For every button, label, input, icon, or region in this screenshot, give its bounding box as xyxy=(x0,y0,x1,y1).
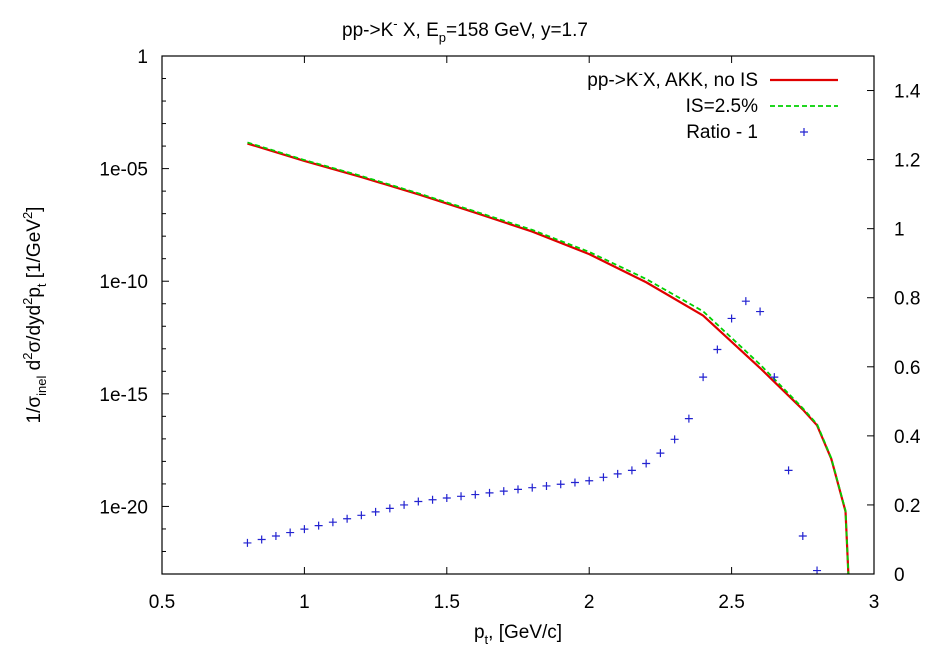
ratio-point xyxy=(457,492,466,501)
y-left-tick-label: 1e-10 xyxy=(99,272,148,293)
ratio-point xyxy=(499,487,508,496)
ratio-point xyxy=(585,476,594,485)
y-axis-label: 1/σinel d2σ/dyd2pt [1/GeV2] xyxy=(20,207,49,424)
legend-marker xyxy=(800,128,808,136)
y-left-tick-label: 1e-05 xyxy=(99,160,148,181)
ratio-point xyxy=(713,345,722,354)
ratio-point xyxy=(699,373,708,382)
ratio-point xyxy=(271,532,280,541)
chart-title: pp->K- X, Ep=158 GeV, y=1.7 xyxy=(342,16,588,45)
legend: pp->K-X, AKK, no IS IS=2.5% Ratio - 1 xyxy=(587,66,838,143)
ratio-point xyxy=(286,528,295,537)
ratio-point xyxy=(627,466,636,475)
ratio-point xyxy=(784,466,793,475)
ratio-point xyxy=(257,535,266,544)
ratio-point xyxy=(357,511,366,520)
ratio-point xyxy=(770,373,779,382)
legend-label: IS=2.5% xyxy=(686,96,758,117)
x-tick-label: 1.5 xyxy=(434,592,460,613)
y-right-tick-label: 0.2 xyxy=(894,496,920,517)
legend-label: pp->K-X, AKK, no IS xyxy=(587,66,758,91)
ratio-point xyxy=(485,488,494,497)
ratio-point xyxy=(670,435,679,444)
y-right-tick-label: 1 xyxy=(894,220,905,241)
x-axis-label: pt, [GeV/c] xyxy=(474,622,562,647)
is-curve xyxy=(247,141,850,575)
ratio-point xyxy=(243,538,252,547)
ratio-point xyxy=(300,525,309,534)
y-right-tick-label: 0.8 xyxy=(894,289,920,310)
ratio-point xyxy=(400,500,409,509)
ratio-point xyxy=(613,469,622,478)
y-right-tick-label: 0 xyxy=(894,565,905,586)
y-right-tick-label: 0.4 xyxy=(894,427,921,448)
ratio-point xyxy=(727,314,736,323)
ratio-point xyxy=(385,504,394,513)
series-dashed xyxy=(247,141,850,575)
ratio-point xyxy=(542,481,551,490)
ratio-point xyxy=(798,532,807,541)
ratio-point xyxy=(642,459,651,468)
y-right-tick-label: 1.2 xyxy=(894,151,920,172)
ratio-point xyxy=(371,507,380,516)
plot-frame xyxy=(161,55,875,575)
ratio-point xyxy=(314,521,323,530)
y-left-tick-label: 1 xyxy=(137,47,148,68)
legend-label: Ratio - 1 xyxy=(686,122,758,143)
title-sup-minus: - xyxy=(393,16,397,31)
ratio-point xyxy=(684,414,693,423)
ratio-point xyxy=(570,478,579,487)
ratio-point xyxy=(343,514,352,523)
x-tick-label: 2 xyxy=(584,592,595,613)
ratio-point xyxy=(813,566,822,575)
ratio-point xyxy=(556,480,565,489)
title-part-1: pp->K xyxy=(342,20,394,41)
ratio-point xyxy=(514,485,522,494)
svg-text:pt, [GeV/c]: pt, [GeV/c] xyxy=(474,622,562,647)
y-left-tick-label: 1e-15 xyxy=(99,385,148,406)
x-tick-label: 1 xyxy=(299,592,310,613)
ratio-point xyxy=(414,497,423,506)
ratio-point xyxy=(656,449,665,458)
ratio-point xyxy=(442,494,451,503)
ticks-layer: 0.5 1 1.5 2 2.5 3 1 1e-05 1e-10 1e-15 1e-20 0 0.2 0.4… xyxy=(99,47,920,613)
title-sub-p: p xyxy=(439,30,446,45)
x-tick-label: 0.5 xyxy=(149,592,175,613)
ratio-point xyxy=(328,518,337,527)
ratio-point xyxy=(528,483,537,492)
ratio-point xyxy=(756,307,765,316)
title-part-2: X, E xyxy=(398,20,439,41)
x-tick-label: 2.5 xyxy=(718,592,744,613)
y-right-tick-label: 0.6 xyxy=(894,358,920,379)
y-left-tick-label: 1e-20 xyxy=(99,497,148,518)
series-layer xyxy=(243,141,850,575)
svg-text:pp->K- X, Ep=158 GeV, y=1.7: pp->K- X, Ep=158 GeV, y=1.7 xyxy=(342,16,588,45)
ratio-point xyxy=(741,297,750,306)
svg-text:1/σinel d2σ/dyd2pt [1/GeV2]: 1/σinel d2σ/dyd2pt [1/GeV2] xyxy=(20,207,49,424)
ratio-point xyxy=(471,490,480,499)
series-points xyxy=(243,297,822,575)
title-part-3: =158 GeV, y=1.7 xyxy=(446,20,588,41)
x-tick-label: 3 xyxy=(869,592,880,613)
ratio-point xyxy=(599,473,608,482)
ratio-point xyxy=(428,495,437,504)
y-right-tick-label: 1.4 xyxy=(894,82,921,103)
